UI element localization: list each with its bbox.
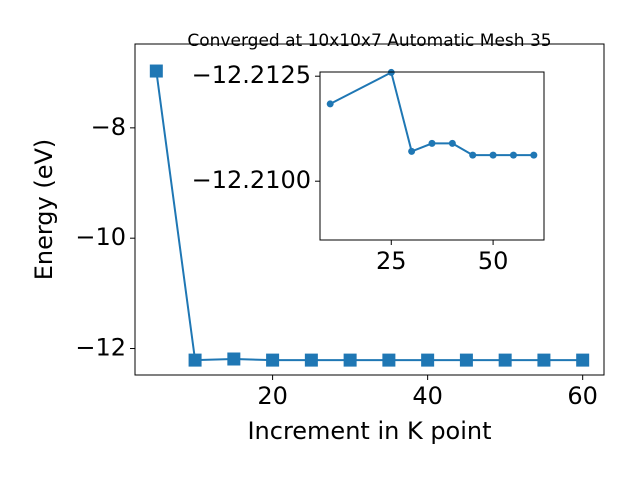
data-marker [459,353,473,367]
data-marker [530,151,538,159]
y-tick-label: −12.2125 [192,61,311,89]
y-tick-label: −12.2100 [192,166,311,194]
x-tick-label: 25 [376,247,407,275]
x-tick-label: 20 [257,382,288,410]
axes-frame [319,71,545,241]
y-tick-label: −10 [75,223,126,251]
y-tick-label: −8 [91,113,126,141]
data-marker [227,352,241,366]
axes-frame [134,43,605,376]
data-marker [498,353,512,367]
data-marker [382,353,396,367]
data-marker [326,100,334,108]
data-marker [304,353,318,367]
data-marker [421,353,435,367]
data-marker [537,353,551,367]
x-tick-label: 40 [412,382,443,410]
data-marker [448,139,456,147]
data-marker [266,353,280,367]
y-axis-label: Energy (eV) [30,139,58,281]
data-marker [149,64,163,78]
x-tick-label: 60 [567,382,598,410]
data-marker [188,353,202,367]
chart-title: Converged at 10x10x7 Automatic Mesh 35 [187,31,551,51]
data-marker [428,139,436,147]
data-marker [469,151,477,159]
data-marker [408,147,416,155]
data-marker [489,151,497,159]
x-axis-label: Increment in K point [247,417,491,445]
data-marker [509,151,517,159]
data-marker [576,353,590,367]
x-tick-label: 50 [478,247,509,275]
data-marker [343,353,357,367]
y-tick-label: −12 [75,334,126,362]
